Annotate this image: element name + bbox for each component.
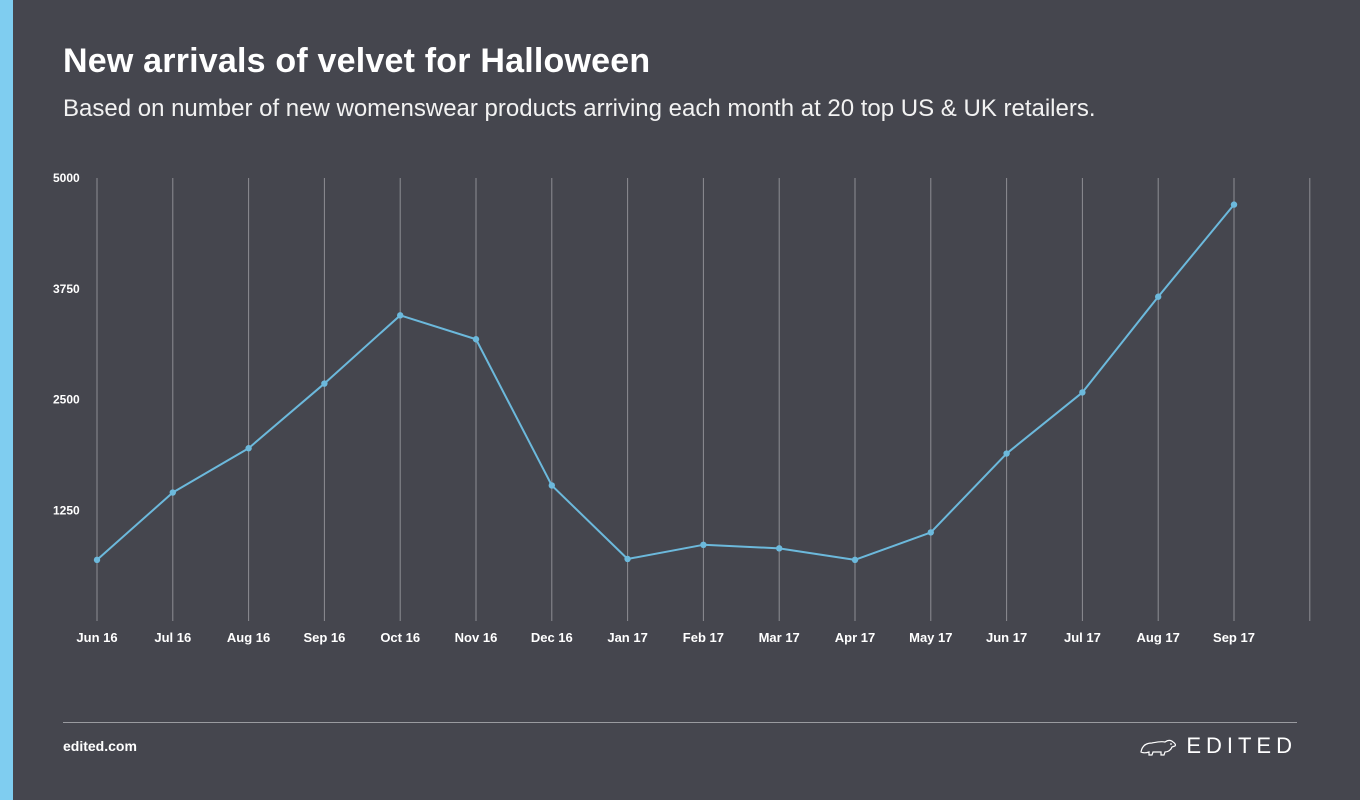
chart-subtitle: Based on number of new womenswear produc… [63, 95, 1096, 122]
data-point[interactable] [1079, 389, 1086, 396]
data-point[interactable] [321, 380, 328, 387]
accent-bar [0, 0, 13, 800]
data-point[interactable] [397, 312, 404, 319]
y-tick-label: 1250 [53, 503, 80, 517]
data-point[interactable] [776, 545, 783, 552]
x-tick-label: Feb 17 [683, 630, 724, 645]
data-point[interactable] [851, 556, 859, 564]
data-point[interactable] [1230, 201, 1238, 208]
chart-title: New arrivals of velvet for Halloween [63, 42, 651, 80]
x-tick-label: Dec 16 [531, 630, 573, 645]
y-axis-ticks: 1250 2500 3750 5000 [53, 171, 80, 517]
x-tick-label: Mar 17 [759, 630, 800, 645]
x-tick-label: Jul 17 [1064, 630, 1101, 645]
x-axis-ticks: Jun 16 Jul 16 Aug 16 Sep 16 Oct 16 Nov 16 Dec … [76, 630, 1255, 645]
data-point[interactable] [700, 541, 707, 549]
data-point[interactable] [93, 556, 101, 564]
x-tick-label: Jan 17 [607, 630, 647, 645]
data-point[interactable] [624, 555, 631, 563]
x-tick-label: Sep 17 [1213, 630, 1255, 645]
x-tick-label: Nov 16 [455, 630, 498, 645]
x-tick-label: Aug 17 [1137, 630, 1180, 645]
x-tick-label: Jul 16 [154, 630, 191, 645]
y-tick-label: 2500 [53, 393, 80, 407]
series-line [96, 203, 1235, 561]
data-point[interactable] [245, 445, 252, 452]
brand-logo: EDITED [1138, 733, 1297, 759]
footer-url[interactable]: edited.com [63, 738, 137, 754]
x-tick-label: Apr 17 [835, 630, 875, 645]
y-tick-label: 3750 [53, 282, 80, 296]
data-point[interactable] [1155, 293, 1162, 300]
x-tick-label: May 17 [909, 630, 952, 645]
x-tick-label: Jun 16 [76, 630, 117, 645]
brand-name: EDITED [1186, 733, 1297, 758]
data-point[interactable] [169, 489, 176, 496]
data-point[interactable] [1003, 450, 1010, 457]
polar-bear-icon [1140, 739, 1177, 756]
x-tick-label: Sep 16 [303, 630, 345, 645]
x-tick-label: Jun 17 [986, 630, 1027, 645]
data-point[interactable] [472, 336, 480, 343]
y-tick-label: 5000 [53, 171, 80, 185]
x-tick-label: Aug 16 [227, 630, 270, 645]
series-layer [93, 201, 1238, 564]
footer-divider [63, 722, 1297, 723]
grid-lines [96, 178, 1311, 621]
data-point[interactable] [548, 482, 555, 489]
x-tick-label: Oct 16 [380, 630, 420, 645]
data-point[interactable] [927, 529, 934, 536]
